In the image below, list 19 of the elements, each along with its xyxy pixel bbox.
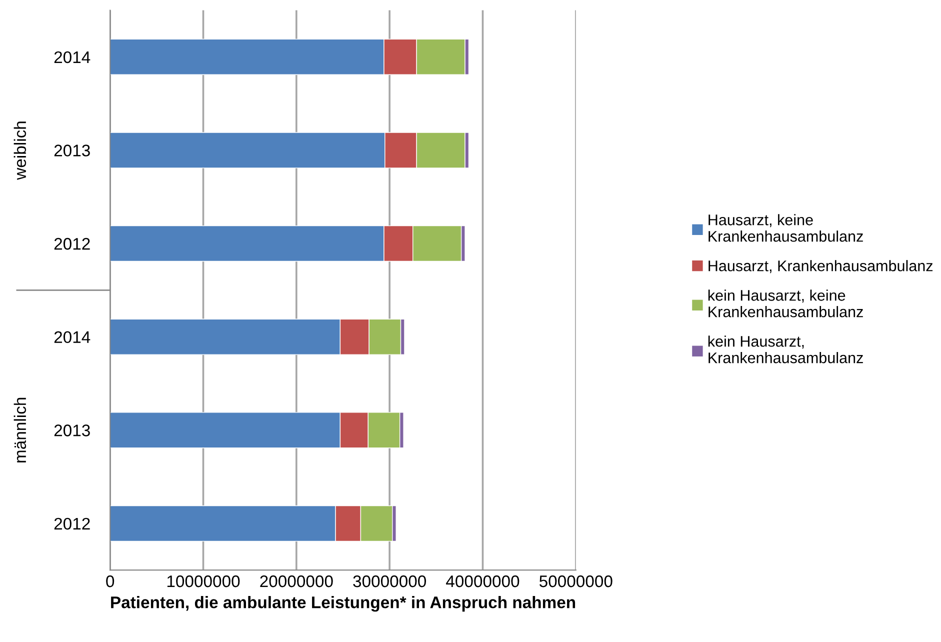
x-tick-label: 40000000	[446, 575, 520, 588]
y-tick-label: 2013	[54, 144, 90, 156]
y-tick-label: 2012	[54, 518, 90, 530]
x-tick-label: 30000000	[353, 575, 426, 588]
text: weiblich	[14, 122, 26, 180]
legend-label: Hausarzt, Krankenhausambulanz	[708, 260, 933, 274]
legend-label: kein Hausarzt, keine Krankenhausambulanz	[708, 290, 863, 318]
x-tick-label: 20000000	[260, 575, 333, 588]
y-tick-label: 2014	[54, 51, 90, 64]
y-tick-label: 2012	[54, 238, 90, 250]
x-tick-label: 50000000	[539, 575, 612, 588]
legend-label: kein Hausarzt, Krankenhausambulanz	[708, 336, 863, 364]
x-axis-title: Patienten, die ambulante Leistungen* in Anspruch nahmen	[111, 596, 576, 612]
legend-label: Hausarzt, keine Krankenhausambulanz	[708, 214, 863, 242]
text: männlich	[14, 398, 26, 462]
x-tick-label: 10000000	[167, 575, 240, 588]
y-tick-label: 2013	[54, 424, 90, 436]
x-tick-label: 0	[106, 575, 114, 588]
y-tick-label: 2014	[54, 331, 90, 344]
